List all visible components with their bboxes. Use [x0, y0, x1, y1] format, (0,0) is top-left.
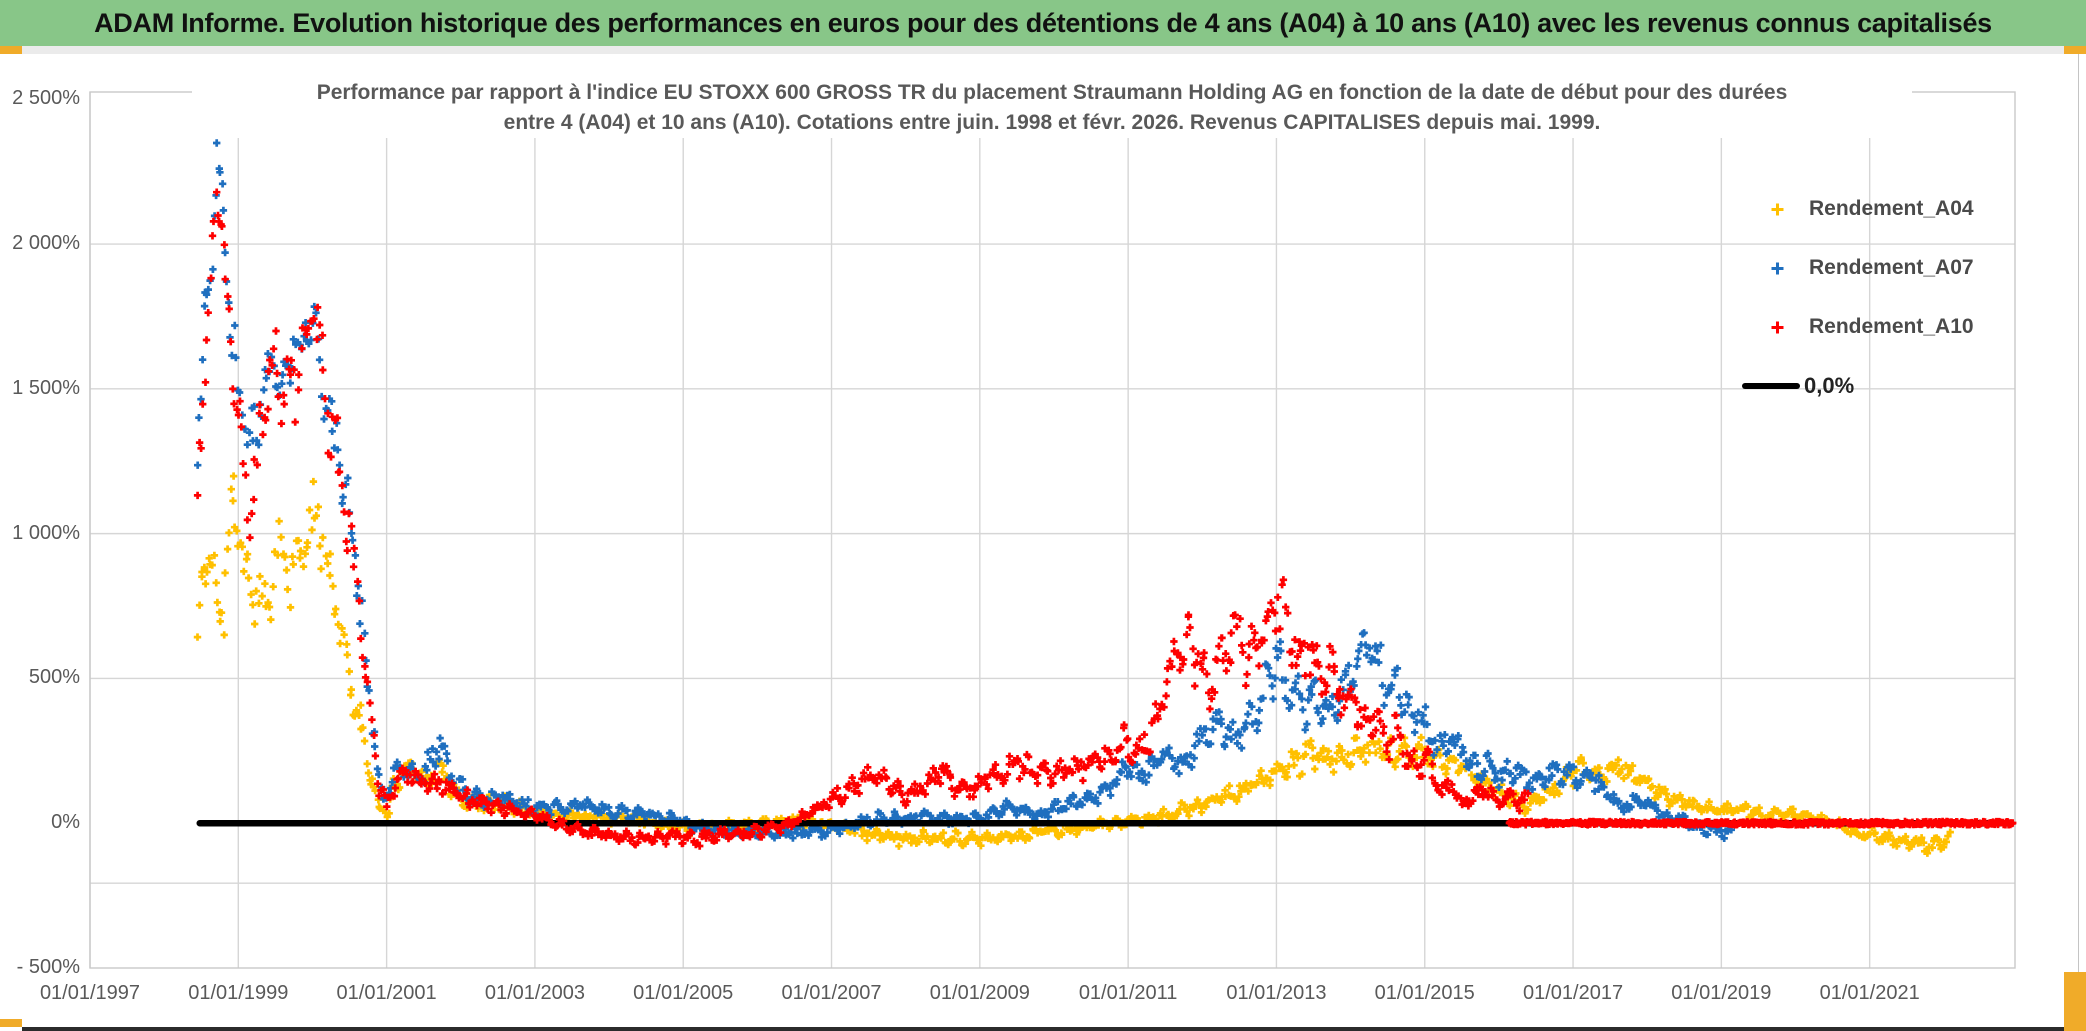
chart-subtitle-line1: Performance par rapport à l'indice EU ST…: [316, 81, 1788, 104]
series-Rendement_A10: [193, 188, 1532, 850]
legend-item-a04[interactable]: Rendement_A04: [1742, 196, 2072, 222]
bottom-left-accent: [0, 1019, 22, 1027]
legend-item-a07[interactable]: Rendement_A07: [1742, 255, 2072, 281]
top-right-accent: [2064, 46, 2086, 54]
x-axis-tick-label: 01/01/2009: [929, 982, 1030, 1004]
top-left-accent: [0, 46, 22, 54]
x-axis-tick-label: 01/01/2019: [1671, 982, 1772, 1004]
plot-border: [89, 91, 2016, 969]
x-axis-tick-label: 01/01/2015: [1374, 982, 1475, 1004]
x-axis-tick-label: 01/01/2005: [633, 982, 734, 1004]
y-axis-tick-label: 1 500%: [12, 376, 80, 399]
x-axis-tick-label: 01/01/2013: [1226, 982, 1327, 1004]
legend-item-label: 0,0%: [1804, 373, 1855, 398]
x-axis-tick-label: 01/01/2001: [336, 982, 437, 1004]
plus-marker-icon: [1771, 262, 1784, 274]
y-axis-tick-label: - 500%: [16, 956, 80, 978]
chart-outer-border: [2078, 54, 2079, 972]
chart-subtitle: Performance par rapport à l'indice EU ST…: [192, 78, 1912, 138]
chart-subtitle-line2: entre 4 (A04) et 10 ans (A10). Cotations…: [503, 111, 1601, 134]
y-axis-tick-label: 2 000%: [12, 232, 80, 255]
title-bar: ADAM Informe. Evolution historique des p…: [0, 0, 2086, 46]
legend-item-label: Rendement_A04: [1809, 197, 1974, 220]
y-axis-tick-label: 2 500%: [12, 87, 80, 110]
series-Rendement_A04: [193, 472, 1954, 857]
top-divider-strip: [0, 46, 2086, 54]
bottom-right-accent: [2064, 972, 2086, 1031]
x-axis-tick-label: 01/01/2021: [1819, 982, 1920, 1004]
x-axis-tick-label: 01/01/2017: [1522, 982, 1624, 1004]
y-axis-tick-label: 500%: [28, 666, 80, 689]
plus-marker-icon: [1771, 321, 1784, 333]
page-title: ADAM Informe. Evolution historique des p…: [94, 7, 1992, 38]
chart-legend: Rendement_A04 Rendement_A07 Rendement_A1…: [1742, 196, 2072, 432]
legend-item-a10[interactable]: Rendement_A10: [1742, 314, 2072, 340]
legend-item-label: Rendement_A10: [1809, 315, 1974, 338]
legend-item-label: Rendement_A07: [1809, 256, 1974, 279]
zero-line-swatch: [1742, 383, 1800, 389]
bottom-border-bar: [22, 1027, 2066, 1031]
plus-marker-icon: [1771, 203, 1784, 215]
y-axis-tick-label: 1 000%: [12, 521, 80, 544]
y-axis-tick-label: 0%: [51, 811, 80, 834]
legend-item-zero-line[interactable]: 0,0%: [1742, 373, 2072, 399]
x-axis-tick-label: 01/01/2007: [781, 982, 882, 1004]
x-axis-tick-label: 01/01/2003: [484, 982, 585, 1004]
x-axis-tick-label: 01/01/1999: [188, 982, 289, 1004]
x-axis-tick-label: 01/01/1997: [39, 982, 141, 1004]
x-axis-tick-label: 01/01/2011: [1078, 982, 1178, 1004]
series-a10-zero-overlay: [1505, 817, 2017, 829]
